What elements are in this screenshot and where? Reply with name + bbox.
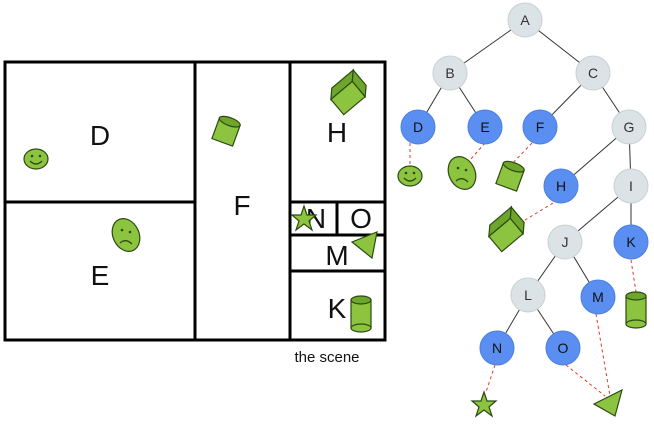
region-label-o: O <box>350 203 372 234</box>
tree-node-m: M <box>580 279 616 315</box>
triangle-icon <box>592 388 623 417</box>
sad-face-icon <box>447 156 477 190</box>
tree-node-circle <box>545 330 581 366</box>
link-m-object <box>595 313 611 397</box>
tree-node-circle <box>400 109 436 145</box>
smiley-face-icon <box>397 165 423 187</box>
kd-tree: A B C D E F G H I J K L M N O <box>397 2 649 418</box>
sad-face-icon <box>111 218 141 252</box>
tree-node-label: D <box>413 119 423 135</box>
tree-nodes: A B C D E F G H I J K L M N O <box>400 2 649 366</box>
cylinder-icon <box>625 291 647 329</box>
tree-node-d: D <box>400 109 436 145</box>
link-o-object <box>565 364 606 397</box>
tree-node-circle <box>479 330 515 366</box>
region-label-d: D <box>90 120 110 151</box>
tree-node-label: E <box>480 119 489 135</box>
triangle-icon <box>350 231 378 260</box>
scene-panel: D E F H N O M K the scene <box>3 60 387 366</box>
tree-node-circle <box>522 109 558 145</box>
tree-node-circle <box>575 55 611 91</box>
link-e-object <box>469 142 486 161</box>
tree-node-e: E <box>467 109 503 145</box>
region-label-e: E <box>91 260 110 291</box>
tree-node-label: O <box>558 340 569 356</box>
tree-node-circle <box>547 224 583 260</box>
tree-node-circle <box>543 168 579 204</box>
star-icon <box>470 390 498 418</box>
tree-node-o: O <box>545 330 581 366</box>
tree-node-circle <box>613 224 649 260</box>
tree-node-h: H <box>543 168 579 204</box>
tree-node-j: J <box>547 224 583 260</box>
tree-node-i: I <box>613 168 649 204</box>
tree-node-label: B <box>445 65 454 81</box>
box-icon <box>488 205 525 253</box>
link-k-object <box>630 259 637 293</box>
region-label-k: K <box>328 293 347 324</box>
tree-node-label: L <box>524 287 532 303</box>
region-label-m: M <box>325 240 348 271</box>
tree-node-label: H <box>556 178 566 194</box>
tree-node-circle <box>613 168 649 204</box>
smiley-face-icon <box>23 148 49 170</box>
cylinder-icon <box>211 115 241 147</box>
tree-node-a: A <box>507 2 543 38</box>
tree-node-circle <box>432 55 468 91</box>
tree-node-c: C <box>575 55 611 91</box>
cylinder-icon <box>350 295 372 333</box>
box-icon <box>330 68 367 116</box>
tree-node-label: J <box>562 234 569 250</box>
star-icon <box>290 204 318 232</box>
tree-node-label: I <box>629 178 633 194</box>
tree-node-circle <box>611 109 647 145</box>
tree-node-label: C <box>588 65 598 81</box>
tree-node-l: L <box>510 277 546 313</box>
link-n-object <box>485 364 496 393</box>
tree-node-label: N <box>492 340 502 356</box>
region-label-f: F <box>233 190 250 221</box>
tree-object-links <box>409 142 637 397</box>
tree-node-circle <box>510 277 546 313</box>
tree-node-f: F <box>522 109 558 145</box>
tree-node-b: B <box>432 55 468 91</box>
tree-node-k: K <box>613 224 649 260</box>
link-h-object <box>511 202 554 229</box>
tree-node-circle <box>507 2 543 38</box>
tree-node-label: A <box>520 12 530 28</box>
tree-node-label: M <box>592 289 604 305</box>
tree-node-g: G <box>611 109 647 145</box>
tree-node-label: F <box>536 119 545 135</box>
tree-node-n: N <box>479 330 515 366</box>
scene-caption: the scene <box>294 349 359 366</box>
tree-node-circle <box>580 279 616 315</box>
region-label-h: H <box>327 117 347 148</box>
tree-node-label: K <box>626 234 636 250</box>
tree-node-circle <box>467 109 503 145</box>
cylinder-icon <box>495 160 525 192</box>
tree-node-label: G <box>624 119 635 135</box>
